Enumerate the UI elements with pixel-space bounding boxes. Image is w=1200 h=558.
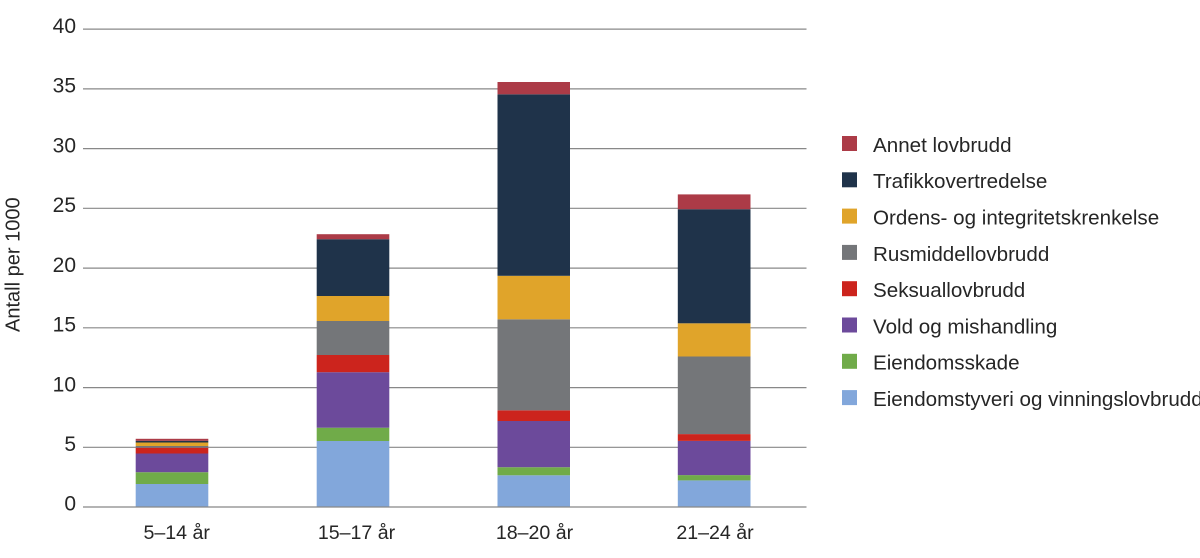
svg-text:0: 0	[64, 493, 76, 516]
svg-text:Trafikkovertredelse: Trafikkovertredelse	[873, 170, 1047, 193]
svg-text:Seksuallovbrudd: Seksuallovbrudd	[873, 279, 1025, 302]
svg-text:30: 30	[53, 134, 76, 157]
svg-text:Annet lovbrudd: Annet lovbrudd	[873, 134, 1012, 157]
svg-text:40: 40	[53, 15, 76, 38]
svg-text:Eiendomsskade: Eiendomsskade	[873, 352, 1020, 375]
svg-text:15: 15	[53, 314, 76, 337]
svg-text:Vold og mishandling: Vold og mishandling	[873, 315, 1057, 338]
svg-text:18–20 år: 18–20 år	[496, 522, 574, 544]
svg-text:Antall per 1000: Antall per 1000	[3, 197, 25, 332]
svg-text:10: 10	[53, 373, 76, 396]
svg-text:5: 5	[64, 433, 76, 456]
svg-text:Ordens- og integritetskrenkels: Ordens- og integritetskrenkelse	[873, 207, 1159, 230]
svg-text:25: 25	[53, 194, 76, 217]
svg-text:Eiendomstyveri og vinningslovb: Eiendomstyveri og vinningslovbrudd	[873, 388, 1200, 411]
svg-text:Rusmiddellovbrudd: Rusmiddellovbrudd	[873, 243, 1049, 266]
svg-text:21–24 år: 21–24 år	[676, 522, 754, 544]
svg-text:5–14 år: 5–14 år	[143, 522, 210, 544]
svg-text:15–17 år: 15–17 år	[318, 522, 396, 544]
svg-text:35: 35	[53, 75, 76, 98]
svg-text:20: 20	[53, 254, 76, 277]
